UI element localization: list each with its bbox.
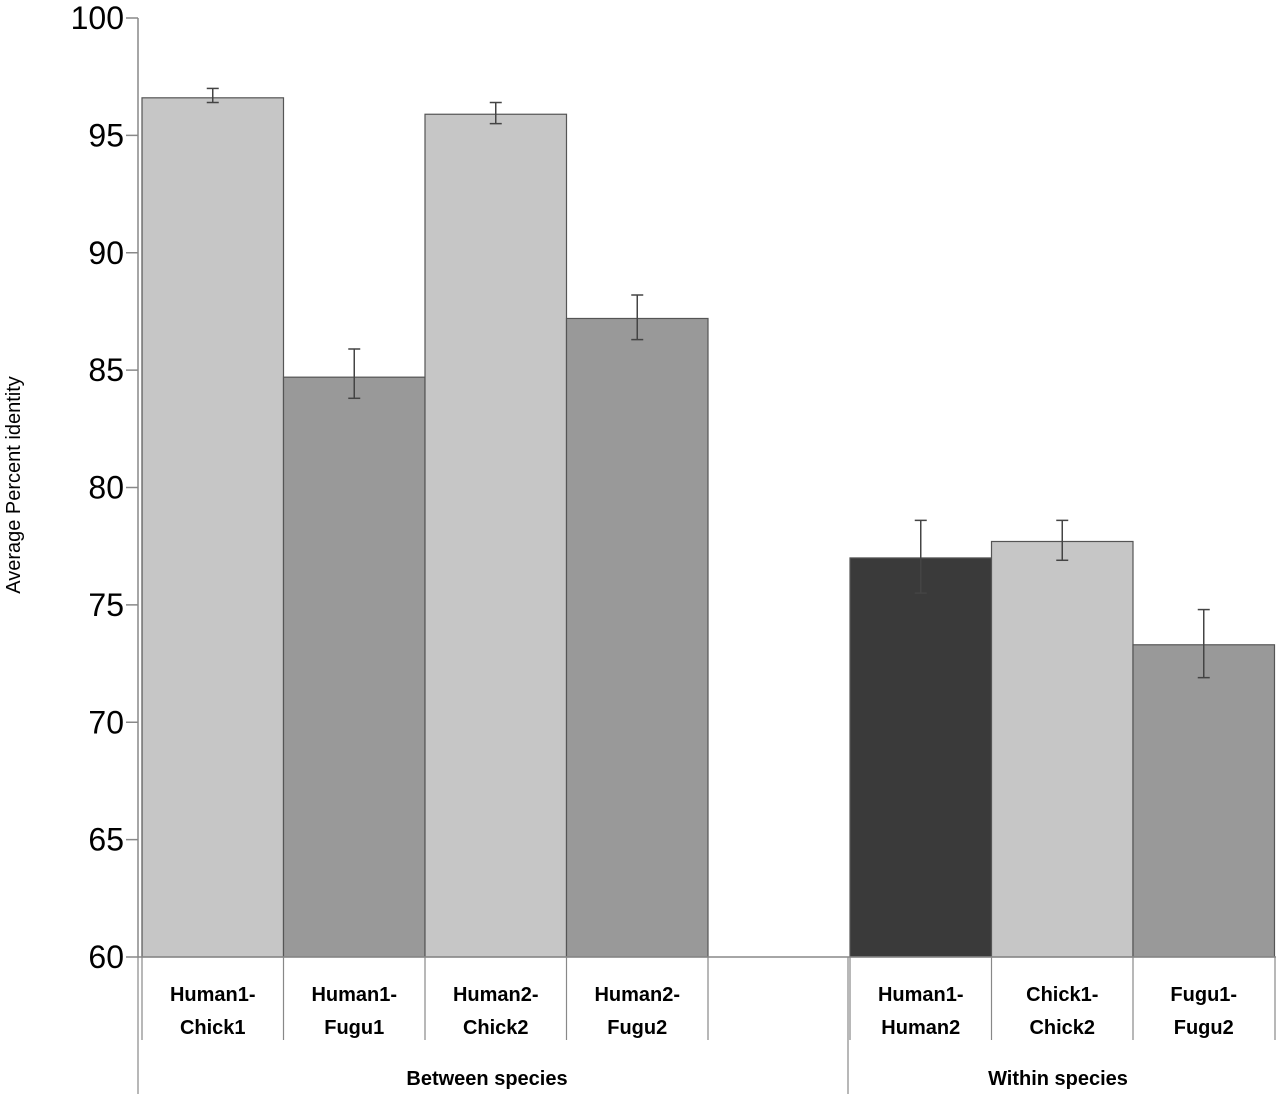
group-label: Between species	[406, 1068, 567, 1090]
category-label: Human1-	[878, 984, 964, 1006]
y-axis-label: Average Percent identity	[3, 376, 25, 594]
y-tick-label: 100	[71, 0, 124, 36]
category-label: Human1-	[170, 984, 256, 1006]
x-axis: Human1- Chick1 Human1- Fugu1 Human2- Chick2 Hu…	[137, 956, 1276, 1094]
category-label: Human2	[881, 1017, 960, 1039]
error-bars	[206, 87, 1210, 679]
category-label: Fugu2	[607, 1017, 667, 1039]
y-tick-label: 85	[88, 352, 124, 388]
y-axis: 60 65 70 75 80 85 90 95 100	[71, 0, 139, 975]
bar	[1132, 644, 1276, 958]
y-tick-label: 60	[88, 939, 124, 975]
y-tick-label: 70	[88, 704, 124, 740]
category-label: Chick2	[1029, 1017, 1095, 1039]
bar	[849, 557, 993, 958]
bar	[565, 317, 709, 958]
category-label: Human2-	[453, 984, 539, 1006]
group-label: Within species	[988, 1068, 1128, 1090]
category-label: Chick2	[463, 1017, 529, 1039]
y-tick-label: 80	[88, 470, 124, 506]
y-tick-label: 95	[88, 117, 124, 153]
y-tick-label: 65	[88, 822, 124, 858]
category-label: Human1-	[311, 984, 397, 1006]
bar	[990, 540, 1134, 958]
category-label: Chick1	[180, 1017, 246, 1039]
bar	[282, 376, 426, 958]
y-tick-label: 90	[88, 235, 124, 271]
category-label: Chick1-	[1026, 984, 1098, 1006]
category-label: Fugu1	[324, 1017, 384, 1039]
bar	[141, 97, 285, 958]
category-label: Fugu1-	[1170, 984, 1237, 1006]
bars	[141, 97, 1276, 958]
y-tick-label: 75	[88, 587, 124, 623]
category-label: Fugu2	[1174, 1017, 1234, 1039]
bar	[424, 113, 568, 958]
category-label: Human2-	[594, 984, 680, 1006]
